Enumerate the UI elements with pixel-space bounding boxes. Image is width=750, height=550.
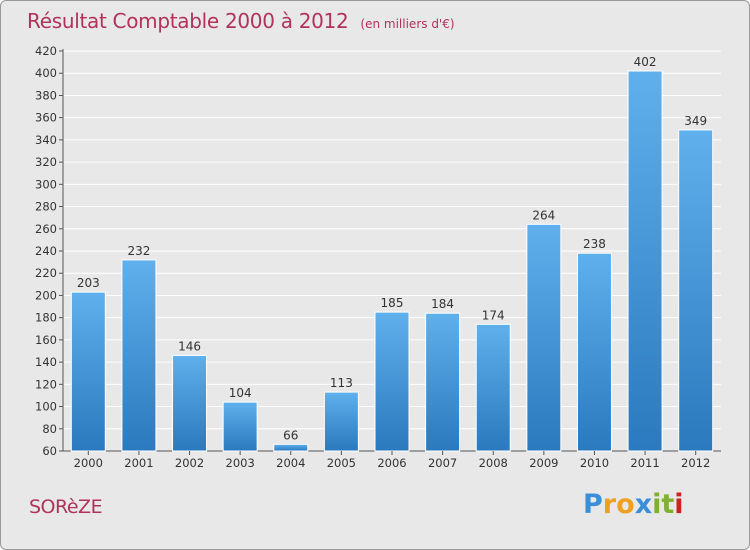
x-tick-label: 2010 — [580, 456, 609, 470]
x-axis: 2000 2001 2002 2003 2004 2005 2006 2007 2008 2009… — [74, 451, 710, 470]
logo-letter: x — [634, 489, 653, 520]
bar — [425, 312, 461, 452]
bar-value-label: 203 — [77, 276, 100, 290]
y-tick-label: 60 — [42, 444, 57, 458]
proxiti-logo[interactable]: Proxiti — [583, 489, 684, 520]
logo-letter: o — [616, 489, 635, 520]
bar-value-label: 104 — [229, 386, 252, 400]
x-tick-label: 2002 — [175, 456, 204, 470]
y-tick-label: 160 — [35, 333, 57, 347]
logo-letter: i — [652, 489, 662, 520]
bar — [627, 70, 663, 452]
bars: 203 232 146 104 66 113 185 184 174 264 238 402 349 — [70, 55, 714, 452]
y-tick-label: 240 — [35, 244, 57, 258]
title-unit: (en milliers d'€) — [360, 17, 455, 31]
bar — [678, 129, 714, 452]
bar-value-label: 146 — [178, 339, 201, 353]
bar — [323, 391, 359, 452]
bar-value-label: 232 — [127, 244, 150, 258]
y-tick-label: 180 — [35, 311, 57, 325]
bar — [273, 443, 309, 452]
y-tick-label: 300 — [35, 177, 57, 191]
x-tick-label: 2009 — [529, 456, 558, 470]
logo-letter: i — [674, 489, 684, 520]
y-axis: 60 80 100 120 140 160 180 200 220 240 260 280 300 320… — [35, 44, 721, 458]
bar — [121, 259, 157, 452]
y-tick-label: 220 — [35, 266, 57, 280]
x-tick-label: 2000 — [74, 456, 103, 470]
bar — [222, 401, 258, 452]
bar-value-label: 349 — [684, 114, 707, 128]
bar-value-label: 113 — [330, 376, 353, 390]
bar — [70, 291, 106, 452]
y-tick-label: 360 — [35, 111, 57, 125]
bar-value-label: 402 — [634, 55, 657, 69]
y-tick-label: 140 — [35, 355, 57, 369]
x-tick-label: 2011 — [630, 456, 659, 470]
logo-letter: t — [661, 489, 675, 520]
bar-value-label: 184 — [431, 297, 454, 311]
y-tick-label: 400 — [35, 66, 57, 80]
x-tick-label: 2001 — [124, 456, 153, 470]
y-tick-label: 120 — [35, 377, 57, 391]
bar-value-label: 264 — [532, 208, 555, 222]
place-name: SORèZE — [29, 496, 103, 518]
y-tick-label: 280 — [35, 200, 57, 214]
x-tick-label: 2003 — [226, 456, 255, 470]
y-tick-label: 100 — [35, 400, 57, 414]
x-tick-label: 2012 — [681, 456, 710, 470]
y-tick-label: 320 — [35, 155, 57, 169]
y-tick-label: 380 — [35, 88, 57, 102]
y-tick-label: 80 — [42, 422, 57, 436]
chart-title: Résultat Comptable 2000 à 2012 (en millie… — [27, 9, 455, 33]
bar — [374, 311, 410, 452]
y-tick-label: 340 — [35, 133, 57, 147]
y-tick-label: 260 — [35, 222, 57, 236]
bar-value-label: 238 — [583, 237, 606, 251]
bar — [172, 354, 208, 452]
logo-letter: r — [602, 489, 617, 520]
bar-value-label: 174 — [482, 308, 505, 322]
title-text: Résultat Comptable 2000 à 2012 — [27, 9, 349, 33]
x-tick-label: 2004 — [276, 456, 305, 470]
x-tick-label: 2005 — [327, 456, 356, 470]
bar — [526, 223, 562, 452]
x-tick-label: 2006 — [377, 456, 406, 470]
logo-letter: P — [583, 489, 603, 520]
x-tick-label: 2008 — [479, 456, 508, 470]
bar — [475, 323, 511, 452]
bar — [576, 252, 612, 452]
bar-value-label: 185 — [381, 296, 404, 310]
x-tick-label: 2007 — [428, 456, 457, 470]
y-tick-label: 420 — [35, 44, 57, 58]
bar-value-label: 66 — [283, 428, 298, 442]
y-tick-label: 200 — [35, 288, 57, 302]
